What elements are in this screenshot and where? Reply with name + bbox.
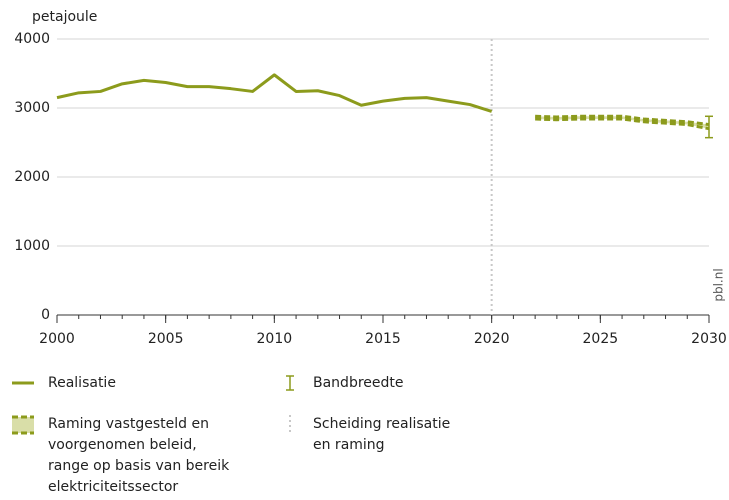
- legend-label: Raming vastgesteld en: [48, 416, 209, 432]
- line: [56, 73, 493, 113]
- y-tick-label: 2000: [14, 169, 50, 185]
- legend-label: Bandbreedte: [313, 375, 404, 391]
- x-tick-label: 2020: [474, 331, 510, 347]
- source: pbl.nl: [712, 268, 726, 301]
- y-tick-label: 3000: [14, 100, 50, 116]
- x-tick-label: 2025: [583, 331, 619, 347]
- x-tick-label: 2000: [39, 331, 75, 347]
- y-tick-label: 0: [41, 307, 50, 323]
- x-tick-label: 2015: [365, 331, 401, 347]
- y-axis-label: petajoule: [32, 9, 97, 25]
- legend-swatch: [12, 417, 34, 433]
- legend-label: elektriciteitssector: [48, 479, 178, 495]
- legend-label: Realisatie: [48, 375, 116, 391]
- y-tick-label: 4000: [14, 31, 50, 47]
- band-high: [535, 114, 710, 127]
- legend-label: en raming: [313, 437, 385, 453]
- x-tick-label: 2005: [148, 331, 184, 347]
- x-tick-label: 2030: [691, 331, 727, 347]
- band-low: [535, 117, 710, 131]
- legend-label: Scheiding realisatie: [313, 416, 450, 432]
- y-tick-label: 1000: [14, 238, 50, 254]
- legend-label: range op basis van bereik: [48, 458, 230, 474]
- x-tick-label: 2010: [257, 331, 293, 347]
- legend-label: voorgenomen beleid,: [48, 437, 197, 453]
